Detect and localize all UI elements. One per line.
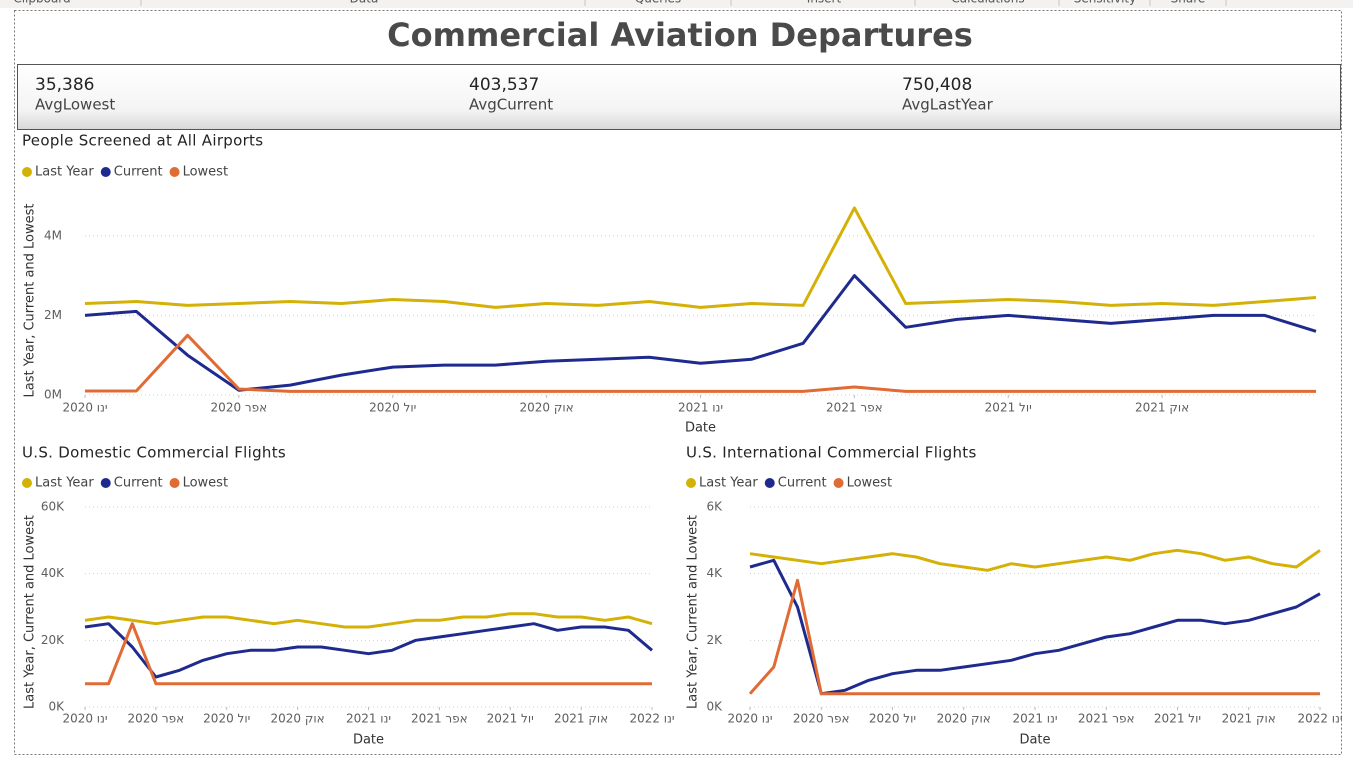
legend-label: Current bbox=[114, 165, 163, 180]
y-tick-label: 20K bbox=[41, 633, 65, 647]
x-axis-title: Date bbox=[685, 421, 716, 436]
line-chart: U.S. Domestic Commercial Flights Last Yea… bbox=[22, 444, 675, 748]
series-line bbox=[85, 333, 1316, 393]
ribbon: Clipboard Data Queries Insert Calculations Se… bbox=[13, 0, 1227, 6]
legend-label: Lowest bbox=[847, 476, 892, 491]
charts: People Screened at All Airports Last Year… bbox=[22, 132, 1343, 748]
ribbon-bar bbox=[0, 0, 1353, 8]
x-tick-label: יול 2021 bbox=[1154, 712, 1201, 726]
y-axis-title: Last Year, Current and Lowest bbox=[23, 515, 38, 709]
card-label: AvgCurrent bbox=[469, 96, 553, 114]
x-tick-label: ינו 2020 bbox=[62, 712, 107, 726]
y-tick-label: 2K bbox=[706, 633, 723, 647]
x-tick-label: אפר 2021 bbox=[1078, 712, 1135, 726]
x-tick-label: ינו 2020 bbox=[62, 401, 107, 415]
x-tick-label: אפר 2020 bbox=[793, 712, 850, 726]
y-tick-label: 2M bbox=[44, 308, 62, 322]
ribbon-group-label[interactable]: Sensitivity bbox=[1074, 0, 1136, 6]
x-tick-label: אפר 2020 bbox=[211, 401, 268, 415]
series-line bbox=[84, 622, 653, 679]
legend-label: Lowest bbox=[183, 165, 228, 180]
page-frame bbox=[14, 10, 1342, 755]
x-tick-label: ינו 2021 bbox=[346, 712, 391, 726]
y-tick-label: 40K bbox=[41, 566, 65, 580]
ribbon-group-label[interactable]: Queries bbox=[635, 0, 681, 6]
series-line bbox=[749, 558, 1321, 696]
series-line bbox=[749, 548, 1321, 572]
y-axis-title: Last Year, Current and Lowest bbox=[23, 203, 38, 397]
legend-label: Lowest bbox=[183, 476, 228, 491]
series-line bbox=[84, 274, 1317, 392]
legend-marker bbox=[22, 478, 32, 488]
y-tick-label: 4M bbox=[44, 228, 62, 242]
y-tick-label: 60K bbox=[41, 500, 65, 514]
card-value: 35,386 bbox=[35, 75, 94, 95]
x-tick-label: ינו 2021 bbox=[678, 401, 723, 415]
x-tick-label: ינו 2022 bbox=[629, 712, 674, 726]
y-tick-label: 0K bbox=[706, 700, 723, 714]
x-tick-label: אפר 2021 bbox=[826, 401, 883, 415]
x-tick-label: אוק 2020 bbox=[937, 712, 991, 726]
legend-label: Current bbox=[114, 476, 163, 491]
ribbon-group-label[interactable]: Calculations bbox=[951, 0, 1024, 6]
card-value: 750,408 bbox=[902, 75, 972, 95]
x-tick-label: ינו 2020 bbox=[727, 712, 772, 726]
ribbon-group-label[interactable]: Data bbox=[350, 0, 379, 6]
x-axis-title: Date bbox=[353, 733, 384, 748]
line-chart: U.S. International Commercial Flights Las… bbox=[686, 444, 1343, 748]
legend-label: Last Year bbox=[35, 476, 94, 491]
y-tick-label: 6K bbox=[706, 500, 723, 514]
legend-marker bbox=[169, 478, 180, 488]
x-tick-label: יול 2020 bbox=[369, 401, 416, 415]
card-band bbox=[17, 64, 1341, 130]
y-tick-label: 0M bbox=[44, 388, 62, 402]
series-line bbox=[84, 612, 653, 629]
y-tick-label: 4K bbox=[706, 566, 723, 580]
ribbon-group-label[interactable]: Share bbox=[1171, 0, 1206, 6]
card-label: AvgLowest bbox=[35, 96, 115, 114]
legend-marker bbox=[764, 478, 775, 488]
legend-label: Last Year bbox=[699, 476, 758, 491]
chart-title: U.S. Domestic Commercial Flights bbox=[22, 444, 286, 462]
legend-marker bbox=[22, 167, 32, 177]
x-tick-label: יול 2021 bbox=[985, 401, 1032, 415]
x-axis-title: Date bbox=[1019, 733, 1050, 748]
y-tick-label: 0K bbox=[48, 700, 65, 714]
x-tick-label: יול 2020 bbox=[203, 712, 250, 726]
x-tick-label: ינו 2021 bbox=[1012, 712, 1057, 726]
legend-label: Current bbox=[778, 476, 827, 491]
x-tick-label: אוק 2021 bbox=[1135, 401, 1189, 415]
line-chart: People Screened at All Airports Last Year… bbox=[22, 132, 1317, 436]
x-tick-label: אוק 2020 bbox=[520, 401, 574, 415]
x-tick-label: אפר 2021 bbox=[411, 712, 468, 726]
card-value: 403,537 bbox=[469, 75, 539, 95]
ribbon-group-label[interactable]: Clipboard bbox=[13, 0, 70, 6]
x-tick-label: יול 2020 bbox=[869, 712, 916, 726]
legend-marker bbox=[169, 167, 180, 177]
card-label: AvgLastYear bbox=[902, 96, 994, 114]
x-tick-label: אפר 2020 bbox=[128, 712, 185, 726]
legend-marker bbox=[833, 478, 844, 488]
chart-title: U.S. International Commercial Flights bbox=[686, 444, 977, 462]
report-title: Commercial Aviation Departures bbox=[387, 16, 973, 54]
x-tick-label: אוק 2021 bbox=[554, 712, 608, 726]
legend-marker bbox=[686, 478, 696, 488]
x-tick-label: יול 2021 bbox=[487, 712, 534, 726]
ribbon-group-label[interactable]: Insert bbox=[807, 0, 842, 6]
series-line bbox=[85, 622, 652, 686]
series-line bbox=[84, 206, 1317, 309]
legend-marker bbox=[100, 478, 111, 488]
legend-label: Last Year bbox=[35, 165, 94, 180]
x-tick-label: אוק 2020 bbox=[271, 712, 325, 726]
series-line bbox=[748, 578, 1320, 696]
x-tick-label: אוק 2021 bbox=[1222, 712, 1276, 726]
legend-marker bbox=[100, 167, 111, 177]
chart-title: People Screened at All Airports bbox=[22, 132, 263, 150]
y-axis-title: Last Year, Current and Lowest bbox=[686, 515, 701, 709]
x-tick-label: ינו 2022 bbox=[1297, 712, 1342, 726]
